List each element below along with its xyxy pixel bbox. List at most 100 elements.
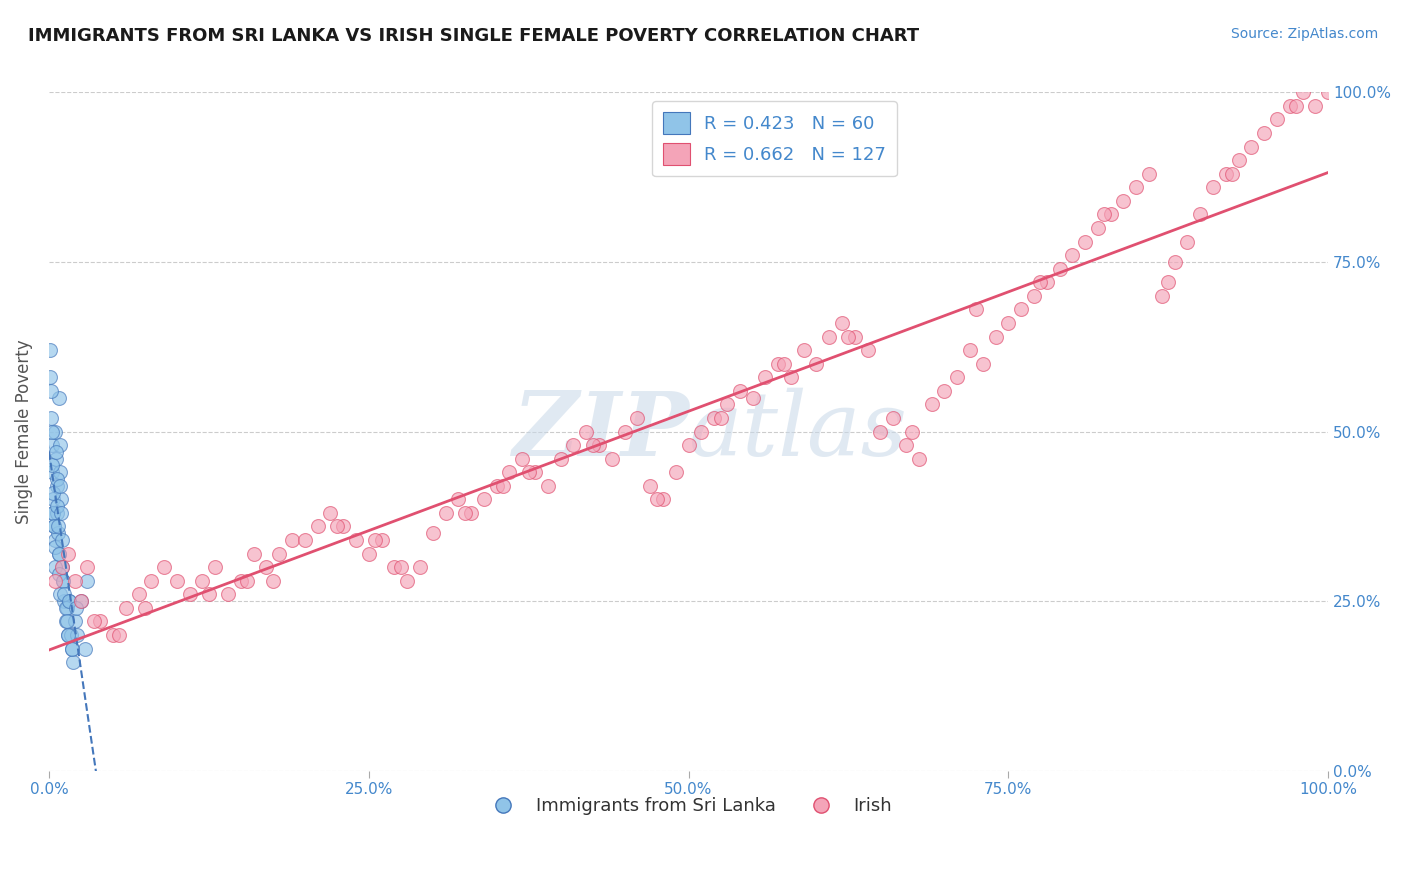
Point [703, 411, 725, 425]
Point [49, 465, 72, 479]
Point [1125, 180, 1147, 194]
Point [882, 411, 904, 425]
Point [1035, 275, 1057, 289]
Point [229, 574, 252, 588]
Point [49, 587, 72, 601]
Point [52, 574, 75, 588]
Point [45, 479, 67, 493]
Point [510, 451, 533, 466]
Point [1189, 207, 1212, 221]
Point [537, 479, 560, 493]
Point [66, 628, 89, 642]
Point [56, 615, 79, 629]
Point [39, 384, 62, 398]
Point [344, 533, 367, 547]
Point [307, 519, 329, 533]
Point [49, 438, 72, 452]
Point [254, 560, 277, 574]
Point [1029, 275, 1052, 289]
Point [242, 547, 264, 561]
Point [1163, 255, 1185, 269]
Point [396, 574, 419, 588]
Point [1074, 235, 1097, 249]
Point [1253, 126, 1275, 140]
Point [638, 479, 661, 493]
Point [51, 560, 73, 574]
Point [1227, 153, 1250, 168]
Point [53, 594, 76, 608]
Point [63, 615, 86, 629]
Point [626, 411, 648, 425]
Point [690, 425, 713, 439]
Point [1215, 167, 1237, 181]
Point [965, 302, 987, 317]
Point [447, 492, 470, 507]
Point [179, 587, 201, 601]
Point [997, 316, 1019, 330]
Point [741, 391, 763, 405]
Point [357, 547, 380, 561]
Point [550, 451, 572, 466]
Point [709, 411, 731, 425]
Point [766, 357, 789, 371]
Point [65, 600, 87, 615]
Point [59, 628, 82, 642]
Point [42, 506, 65, 520]
Point [907, 451, 929, 466]
Point [45, 451, 67, 466]
Point [55, 615, 77, 629]
Point [485, 479, 508, 493]
Point [48, 547, 70, 561]
Point [294, 533, 316, 547]
Point [1112, 194, 1135, 208]
Point [46, 499, 69, 513]
Point [55, 600, 77, 615]
Point [382, 560, 405, 574]
Point [1278, 99, 1301, 113]
Point [1317, 86, 1340, 100]
Point [837, 329, 859, 343]
Point [1062, 248, 1084, 262]
Text: Source: ZipAtlas.com: Source: ZipAtlas.com [1230, 27, 1378, 41]
Point [575, 425, 598, 439]
Point [76, 574, 98, 588]
Point [1291, 86, 1313, 100]
Point [70, 594, 93, 608]
Point [83, 615, 105, 629]
Point [460, 506, 482, 520]
Point [326, 519, 349, 533]
Point [53, 587, 76, 601]
Point [42, 485, 65, 500]
Point [844, 329, 866, 343]
Point [63, 574, 86, 588]
Point [51, 560, 73, 574]
Point [645, 492, 668, 507]
Point [46, 519, 69, 533]
Point [946, 370, 969, 384]
Point [1092, 207, 1115, 221]
Point [517, 465, 540, 479]
Point [41, 465, 63, 479]
Point [754, 370, 776, 384]
Point [39, 411, 62, 425]
Point [141, 574, 163, 588]
Point [1305, 99, 1327, 113]
Point [1087, 221, 1109, 235]
Point [1265, 112, 1288, 127]
Point [524, 465, 547, 479]
Point [901, 425, 924, 439]
Text: ZIP: ZIP [513, 388, 689, 475]
Point [1049, 261, 1071, 276]
Point [665, 465, 688, 479]
Point [56, 600, 79, 615]
Point [262, 574, 284, 588]
Point [422, 526, 444, 541]
Point [921, 397, 943, 411]
Point [613, 425, 636, 439]
Point [678, 438, 700, 452]
Point [39, 343, 62, 358]
Point [1022, 289, 1045, 303]
Point [831, 316, 853, 330]
Point [42, 519, 65, 533]
Point [42, 519, 65, 533]
